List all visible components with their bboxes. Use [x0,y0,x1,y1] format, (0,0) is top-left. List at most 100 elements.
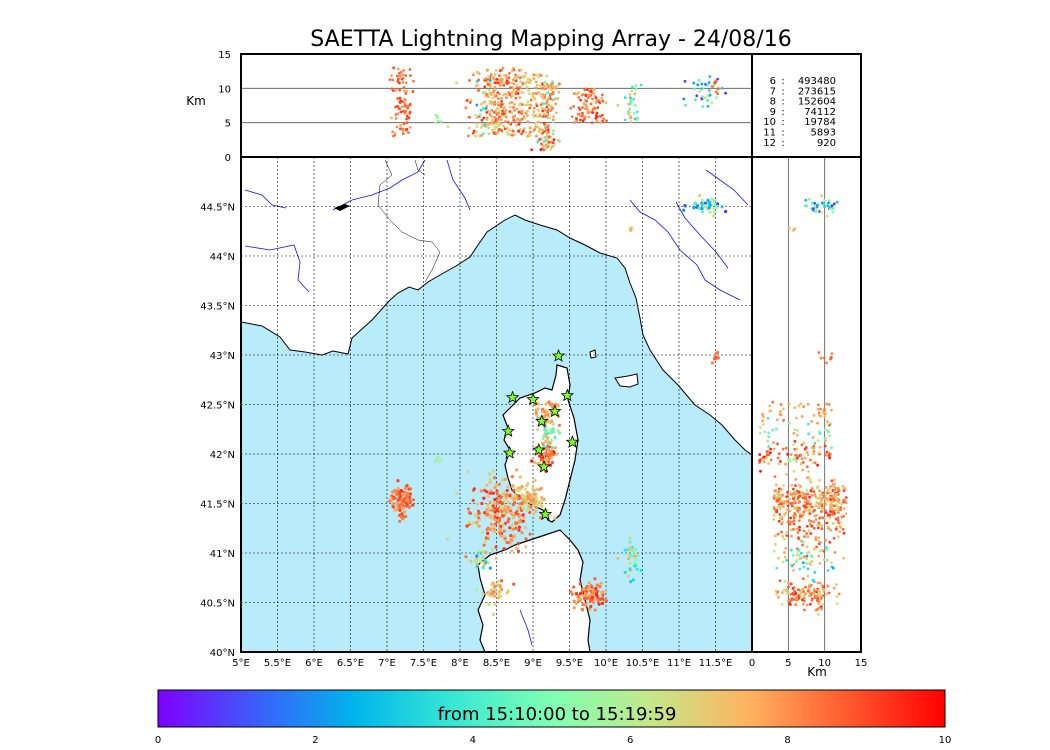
lightning-source-alt-lat [775,566,779,570]
lightning-source-alt-lon [401,80,405,84]
lightning-source [582,597,587,601]
lightning-source-alt-lon [539,103,543,107]
lightning-source [712,214,716,218]
lightning-source [551,427,555,431]
lightning-source-alt-lat [794,514,798,518]
lightning-source-alt-lon [500,99,503,103]
lightning-source [405,495,409,499]
lightning-source-alt-lon [541,93,545,96]
lightning-source [700,198,705,202]
lightning-source [404,514,408,519]
lightning-source-alt-lat [806,502,809,505]
lightning-source-alt-lat [796,550,800,553]
lightning-source [400,512,404,516]
lightning-source-alt-lat [823,444,827,448]
lightning-source-alt-lat [828,487,832,491]
lightning-source-alt-lon [520,132,524,136]
lightning-source-alt-lat [830,479,834,483]
lightning-source [510,549,514,553]
lightning-source [636,553,640,558]
lightning-source-alt-lon [405,89,409,93]
lightning-source [525,490,529,495]
lightning-source-alt-lat [812,414,816,417]
lightning-source-alt-lat [800,415,804,418]
lightning-source [550,452,555,456]
lightning-source-alt-lon [403,104,407,108]
lightning-source-alt-lon [407,116,411,120]
lightning-source [506,520,510,524]
lightning-source [628,567,632,571]
lightning-source [703,205,707,209]
lightning-source-alt-lon [508,128,512,132]
lightning-source-alt-lat [776,596,780,599]
lightning-source [714,355,718,360]
lightning-source [491,469,495,473]
side-tick-label: 15 [855,658,868,669]
lightning-source-alt-lon [475,121,479,125]
station-star-icon [551,348,566,362]
lightning-source [633,561,637,565]
lightning-source-alt-lat [824,412,828,416]
lightning-source-alt-lat [810,486,814,490]
lightning-source-alt-lon [551,120,555,124]
lightning-source-alt-lon [504,92,507,96]
lightning-source-alt-lon [395,125,399,129]
lightning-source-alt-lon [493,85,497,89]
lightning-source-alt-lon [526,120,530,124]
lightning-source-alt-lat [799,590,803,594]
lightning-source-alt-lon [505,130,509,134]
lightning-source-alt-lon [630,89,634,93]
lightning-source-alt-lat [803,456,807,460]
lightning-source-alt-lon [526,103,530,106]
lightning-source-alt-lat [816,486,820,490]
lightning-source-alt-lat [785,558,789,562]
lightning-source-alt-lon [487,126,491,130]
lightning-source-alt-lat [778,513,782,516]
lightning-source-alt-lon [577,96,581,99]
lightning-source-alt-lon [595,119,599,123]
lightning-source-alt-lat [820,607,824,611]
lightning-source-alt-lon [395,74,399,78]
lightning-source [502,529,506,533]
lightning-source-alt-lon [524,71,527,75]
lightning-source-alt-lat [834,494,838,498]
lightning-source-alt-lon [499,75,503,79]
altitude-lon-panel: 0 5 10 15 Km [186,50,753,164]
lightning-source-alt-lon [549,140,553,144]
lightning-source-alt-lat [787,599,790,603]
lightning-source-alt-lat [806,453,810,457]
lightning-source [634,547,638,552]
lightning-source [531,486,535,490]
lightning-source-alt-lon [518,119,522,123]
lightning-source-alt-lon [399,99,403,103]
lightning-source-alt-lat [797,553,801,557]
lightning-source-alt-lat [806,508,809,512]
lightning-source-alt-lat [800,598,804,602]
lat-tick-label: 41°N [210,549,235,560]
lightning-source-alt-lat [807,519,811,522]
lightning-source [630,548,634,552]
lightning-source [490,491,494,495]
lightning-source-alt-lon [545,105,549,109]
lightning-source-alt-lon [632,111,636,115]
lightning-source-alt-lon [529,98,533,102]
lightning-source-alt-lat [828,434,832,438]
lightning-source [497,482,501,486]
lightning-source-alt-lon [497,106,501,110]
lightning-source [393,508,397,512]
lightning-source [504,539,508,543]
lightning-source-alt-lat [808,495,812,499]
lightning-source [545,430,549,434]
lightning-source [539,486,543,491]
lightning-source-alt-lon [720,86,724,90]
lightning-source-alt-lat [784,462,788,466]
lightning-source-alt-lon [502,83,506,87]
stats-value: 920 [817,138,836,149]
lightning-source [488,527,492,531]
lightning-source-alt-lat [826,430,830,434]
stats-sep: : [781,76,784,87]
lightning-source-alt-lon [491,128,495,132]
lightning-source-alt-lat [827,591,831,595]
lightning-source-alt-lon [572,104,575,108]
lightning-source-alt-lat [776,442,779,446]
